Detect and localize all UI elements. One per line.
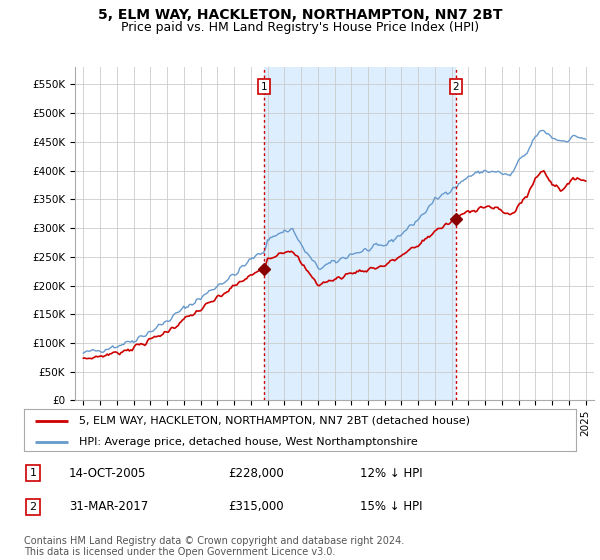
Text: 15% ↓ HPI: 15% ↓ HPI bbox=[360, 500, 422, 514]
Text: 1: 1 bbox=[261, 82, 268, 92]
Text: 5, ELM WAY, HACKLETON, NORTHAMPTON, NN7 2BT: 5, ELM WAY, HACKLETON, NORTHAMPTON, NN7 … bbox=[98, 8, 502, 22]
Text: HPI: Average price, detached house, West Northamptonshire: HPI: Average price, detached house, West… bbox=[79, 437, 418, 446]
Text: 5, ELM WAY, HACKLETON, NORTHAMPTON, NN7 2BT (detached house): 5, ELM WAY, HACKLETON, NORTHAMPTON, NN7 … bbox=[79, 416, 470, 426]
Text: Contains HM Land Registry data © Crown copyright and database right 2024.
This d: Contains HM Land Registry data © Crown c… bbox=[24, 535, 404, 557]
Text: 2: 2 bbox=[452, 82, 459, 92]
Text: £315,000: £315,000 bbox=[228, 500, 284, 514]
Text: Price paid vs. HM Land Registry's House Price Index (HPI): Price paid vs. HM Land Registry's House … bbox=[121, 21, 479, 34]
Text: 1: 1 bbox=[29, 468, 37, 478]
Text: 14-OCT-2005: 14-OCT-2005 bbox=[69, 466, 146, 480]
Text: 12% ↓ HPI: 12% ↓ HPI bbox=[360, 466, 422, 480]
Text: 2: 2 bbox=[29, 502, 37, 512]
Bar bbox=[264, 67, 456, 400]
Text: £228,000: £228,000 bbox=[228, 466, 284, 480]
Text: 31-MAR-2017: 31-MAR-2017 bbox=[69, 500, 148, 514]
